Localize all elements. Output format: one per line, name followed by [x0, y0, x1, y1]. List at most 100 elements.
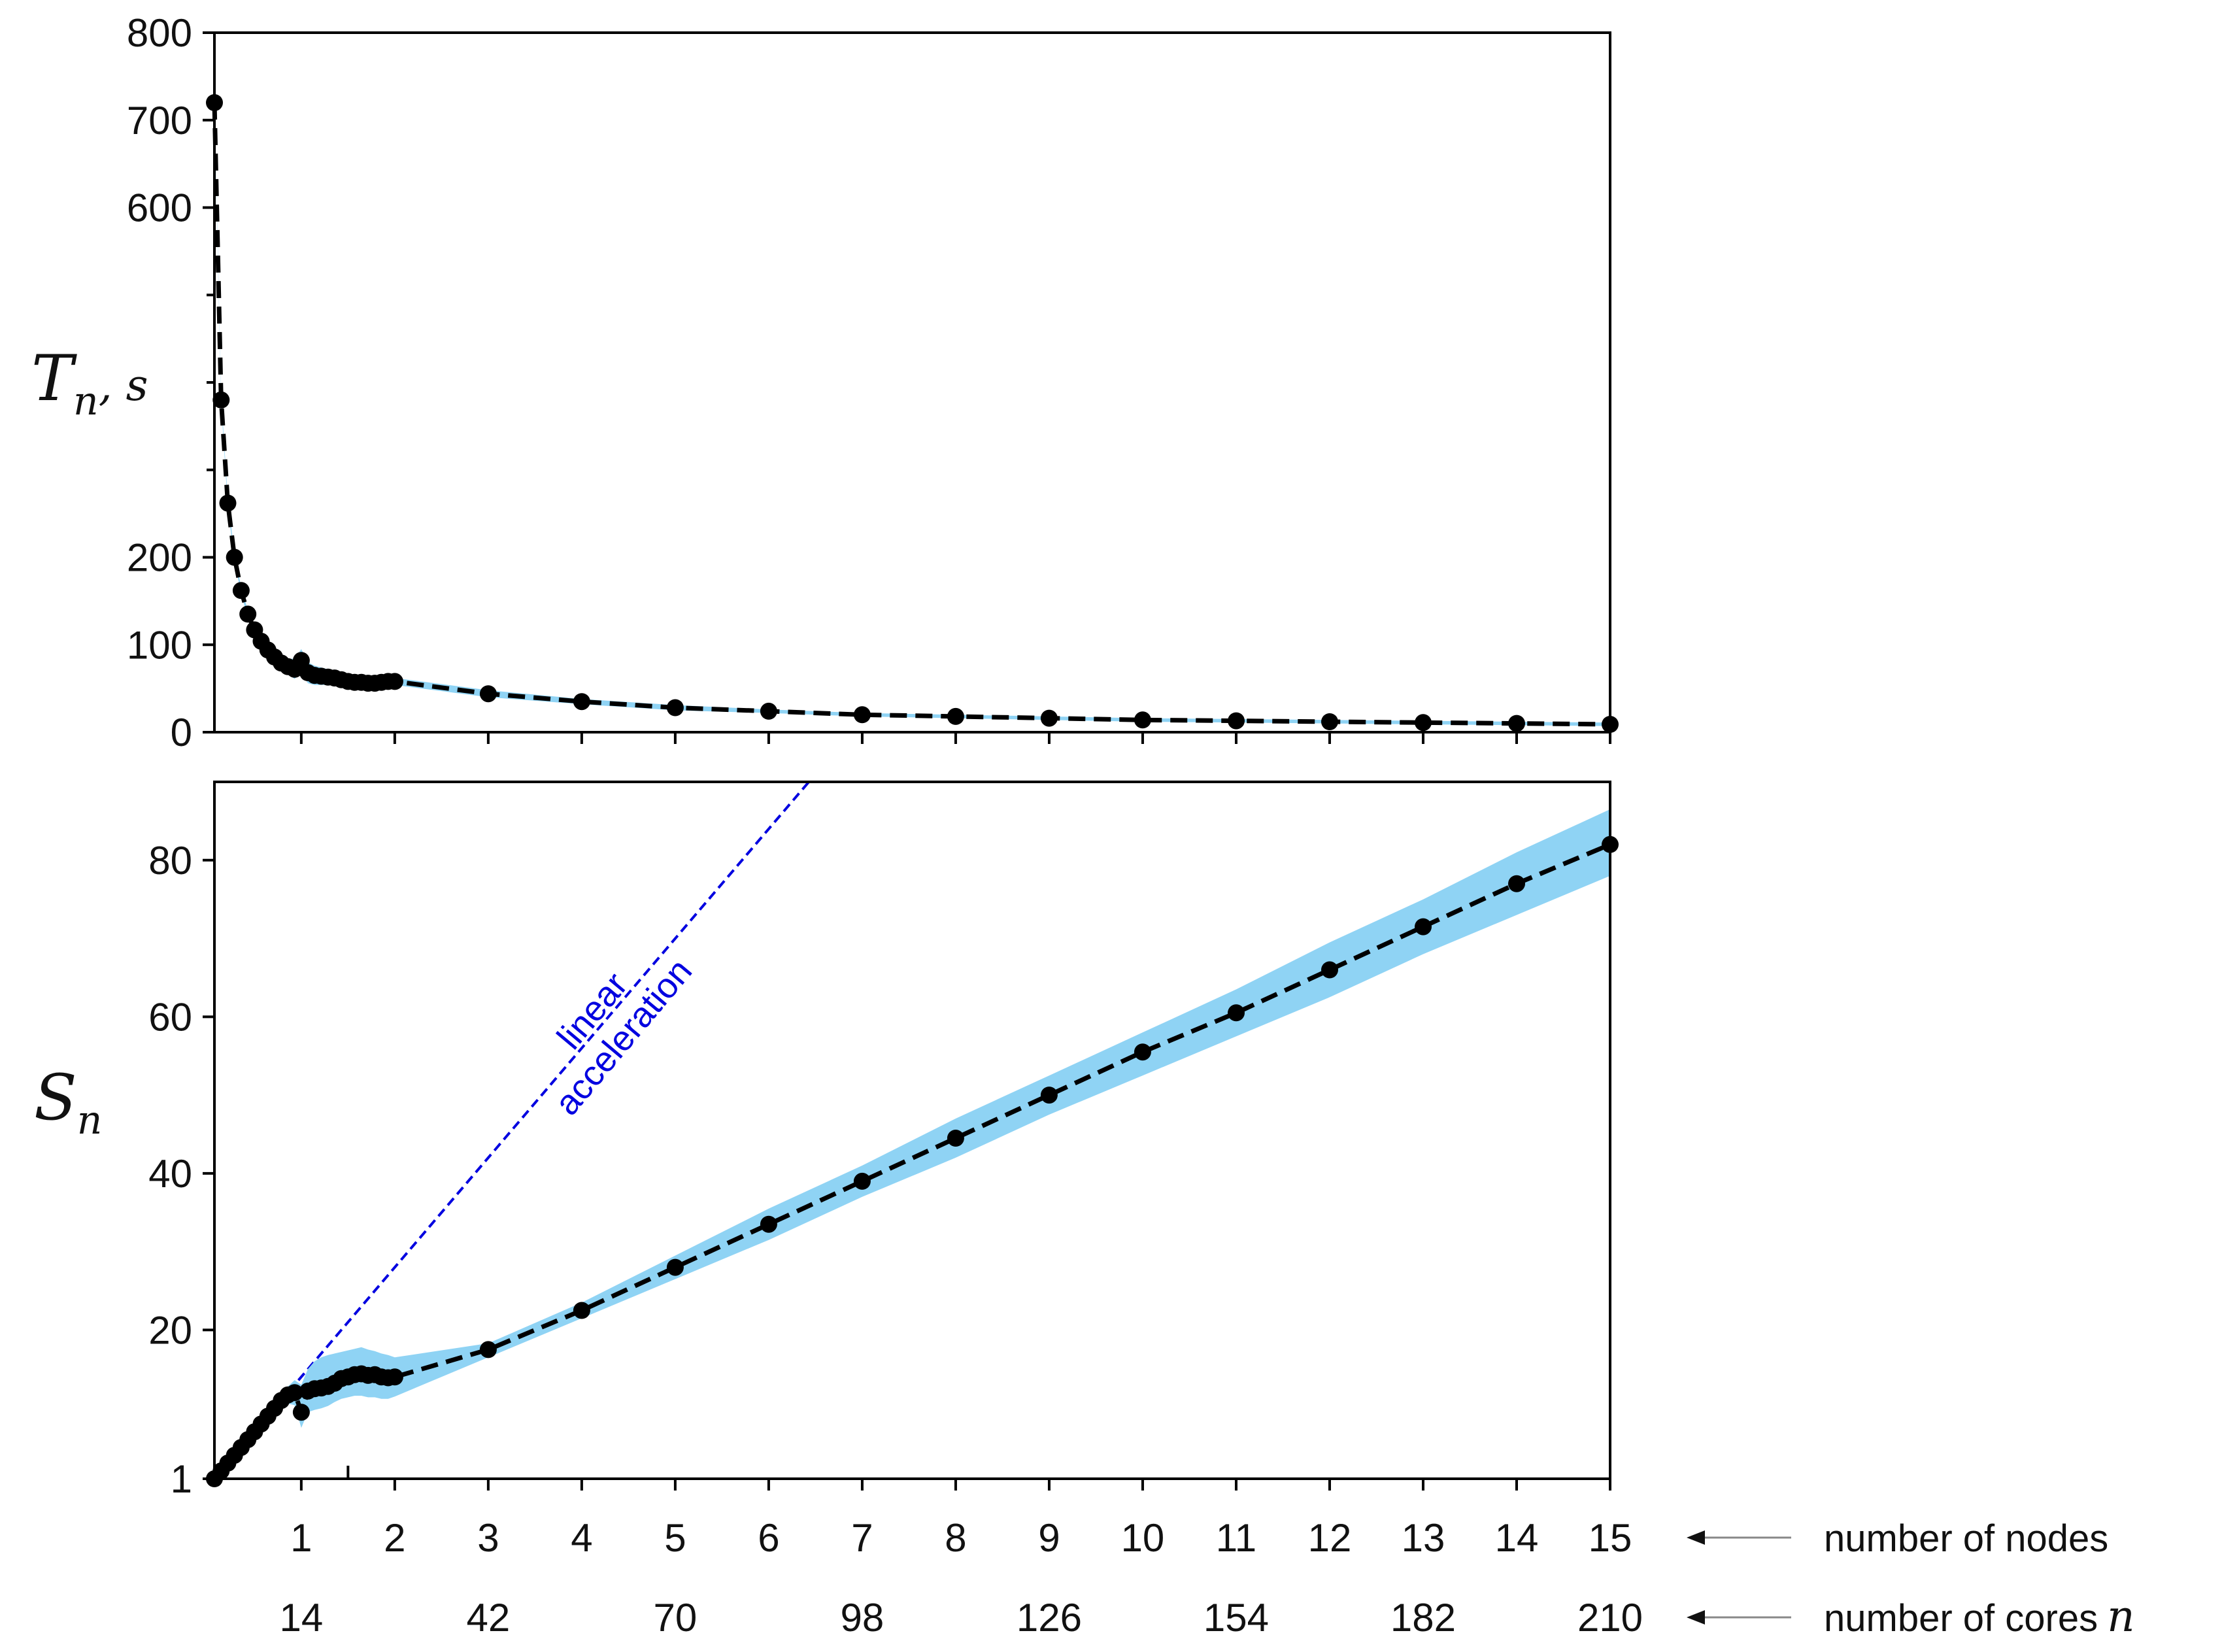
top-ytick-label: 800: [127, 11, 192, 55]
top-point: [1134, 711, 1151, 729]
nodes-tick-labels: 1 2 3 4 5 6 7 8 9 10 11 12 13 14 15: [290, 1516, 1632, 1560]
bottom-point: [1415, 918, 1432, 936]
top-point: [479, 685, 497, 703]
top-x-ticks: [299, 732, 1611, 744]
bottom-point: [1228, 1004, 1245, 1022]
nodes-tick-label: 4: [571, 1516, 592, 1560]
nodes-tick-label: 12: [1308, 1516, 1352, 1560]
top-ylabel-sub: n: [73, 379, 99, 424]
nodes-tick-label: 13: [1402, 1516, 1445, 1560]
nodes-tick-label: 2: [384, 1516, 405, 1560]
top-point: [226, 548, 243, 566]
bottom-ytick-label: 60: [148, 995, 192, 1039]
top-series-line: [212, 102, 1611, 727]
top-point: [573, 693, 590, 711]
nodes-tick-label: 8: [945, 1516, 966, 1560]
top-point: [1415, 714, 1432, 732]
top-point: [1321, 713, 1338, 730]
bottom-ytick-label: 1: [171, 1457, 192, 1501]
top-band: [214, 98, 1610, 726]
top-point: [853, 706, 871, 724]
cores-tick-label: 14: [279, 1596, 323, 1640]
nodes-tick-label: 14: [1495, 1516, 1539, 1560]
cores-tick-label: 210: [1577, 1596, 1643, 1640]
nodes-tick-label: 7: [851, 1516, 873, 1560]
bottom-point: [1321, 961, 1338, 979]
bottom-y-ticks: 1 20 40 60 80: [148, 839, 214, 1501]
bottom-points-layer: [206, 835, 1619, 1487]
top-point: [1040, 709, 1058, 727]
nodes-pointer: number of nodes: [1687, 1517, 2108, 1560]
cores-tick-label: 98: [841, 1596, 884, 1640]
nodes-tick-label: 6: [758, 1516, 779, 1560]
top-band-layer: [214, 98, 1610, 726]
top-ylabel: Tn, s: [31, 342, 148, 424]
cores-label-text: number of cores: [1824, 1597, 2098, 1640]
cores-label-symbol: n: [2107, 1591, 2135, 1642]
top-point: [1228, 712, 1245, 730]
top-ytick-label: 100: [127, 623, 192, 667]
nodes-tick-label: 9: [1038, 1516, 1060, 1560]
cores-tick-label: 70: [654, 1596, 698, 1640]
nodes-arrow-head: [1687, 1530, 1705, 1545]
bottom-point: [479, 1341, 497, 1358]
bottom-band: [214, 809, 1610, 1479]
bottom-band-layer: [214, 809, 1610, 1479]
bottom-point: [292, 1404, 310, 1421]
top-point: [1508, 715, 1525, 732]
top-ytick-label: 600: [127, 186, 192, 230]
cores-tick-label: 42: [467, 1596, 511, 1640]
linear-reference-line: [213, 781, 810, 1480]
bottom-point: [1040, 1087, 1058, 1104]
cores-pointer: number of cores n: [1687, 1591, 2135, 1642]
top-ytick-label: 700: [127, 99, 192, 143]
bottom-point: [760, 1215, 777, 1233]
top-point: [219, 494, 237, 512]
bottom-point: [947, 1130, 964, 1147]
cores-label: number of cores n: [1824, 1591, 2135, 1642]
bottom-point: [1134, 1043, 1151, 1061]
bottom-point: [286, 1384, 303, 1402]
bottom-ylabel-sub: n: [77, 1098, 103, 1143]
bottom-point: [573, 1302, 590, 1319]
bottom-point: [1508, 875, 1525, 892]
top-panel: 0 100 200 600 700 800 Tn, s: [31, 11, 1619, 754]
bottom-reference-layer: [213, 781, 810, 1480]
bottom-ytick-label: 80: [148, 839, 192, 883]
bottom-ylabel-main: S: [34, 1061, 77, 1134]
nodes-tick-label: 15: [1589, 1516, 1632, 1560]
top-point: [212, 391, 230, 409]
top-y-ticks: 0 100 200 600 700 800: [127, 11, 214, 754]
top-ytick-label: 0: [171, 711, 192, 754]
top-plot-frame: [213, 31, 1611, 733]
nodes-label: number of nodes: [1824, 1517, 2108, 1560]
cores-tick-label: 182: [1390, 1596, 1456, 1640]
cores-tick-labels: 14 42 70 98 126 154 182 210: [279, 1596, 1643, 1640]
top-point: [666, 699, 684, 716]
nodes-tick-label: 11: [1216, 1516, 1256, 1560]
bottom-point: [386, 1368, 403, 1386]
top-ytick-label: 200: [127, 536, 192, 580]
top-point: [239, 605, 257, 623]
nodes-tick-label: 10: [1121, 1516, 1165, 1560]
top-point: [386, 673, 403, 690]
bottom-ytick-label: 40: [148, 1152, 192, 1196]
cores-arrow-head: [1687, 1610, 1705, 1625]
top-point: [232, 582, 250, 599]
top-point: [760, 702, 777, 720]
cores-tick-label: 126: [1017, 1596, 1082, 1640]
top-point: [947, 707, 964, 725]
nodes-tick-label: 3: [477, 1516, 499, 1560]
top-ylabel-unit: , s: [99, 360, 148, 411]
top-ylabel-main: T: [31, 342, 77, 415]
bottom-plot-frame: [213, 781, 1611, 1480]
cores-tick-label: 154: [1204, 1596, 1269, 1640]
top-points-layer: [206, 94, 1619, 733]
x-axis-labels: 1 2 3 4 5 6 7 8 9 10 11 12 13 14 15 14 42 70 98 126 154 182 2…: [279, 1516, 2134, 1642]
nodes-tick-label: 1: [290, 1516, 312, 1560]
nodes-tick-label: 5: [664, 1516, 686, 1560]
bottom-point: [853, 1172, 871, 1190]
top-line-layer: [212, 102, 1611, 727]
